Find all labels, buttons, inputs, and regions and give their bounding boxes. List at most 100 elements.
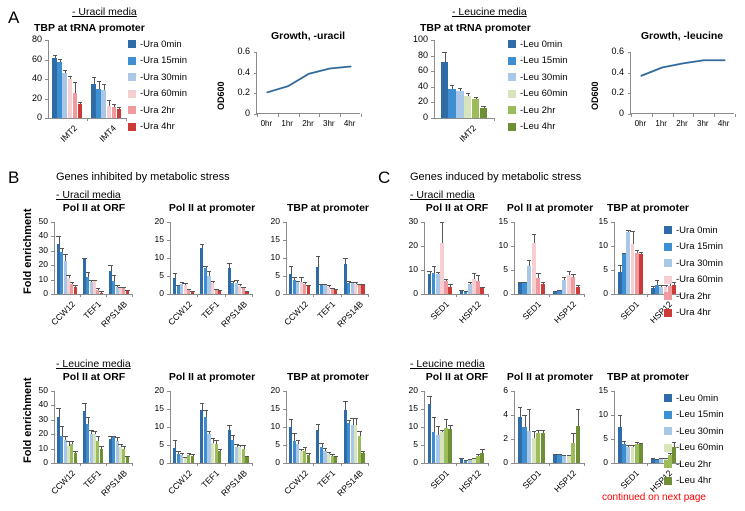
error-bar xyxy=(84,402,86,412)
y-axis-line xyxy=(424,391,425,463)
plot-area: 0 5 10 15 xyxy=(499,216,585,298)
y-tick-mark xyxy=(51,405,54,407)
bar xyxy=(187,455,191,463)
error-bar-cap xyxy=(207,430,212,432)
error-bar xyxy=(450,425,452,429)
error-bar-cap xyxy=(531,430,536,432)
error-bar xyxy=(542,430,544,433)
error-bar-cap xyxy=(288,419,293,421)
bar xyxy=(472,459,476,463)
bar xyxy=(93,281,96,294)
y-tick-mark xyxy=(628,52,631,53)
x-tick-mark xyxy=(224,463,226,466)
error-bar xyxy=(529,259,531,266)
error-bar xyxy=(58,408,60,417)
x-axis-line xyxy=(54,294,132,295)
error-bar-cap xyxy=(467,281,473,283)
error-bar xyxy=(101,445,103,449)
x-axis-line xyxy=(170,294,252,295)
chart-title: Pol II at ORF xyxy=(62,202,126,214)
y-tick-mark xyxy=(167,391,170,392)
error-bar xyxy=(359,431,361,436)
error-bar-cap xyxy=(654,279,660,281)
chart-b-leu-tbp-promoter: TBP at promoter 0 5 10 15 20 CCW12 TEF1 RPS14B xyxy=(258,371,376,509)
error-bar-cap xyxy=(95,288,101,290)
bar xyxy=(296,282,300,294)
x-tick-label: 3hr xyxy=(323,119,335,128)
error-bar xyxy=(205,409,207,417)
panel-b-uracil-media-label: - Uracil media xyxy=(56,189,121,201)
bar xyxy=(67,79,73,118)
error-bar-cap xyxy=(346,281,352,283)
error-bar-cap xyxy=(471,272,477,274)
error-bar-cap xyxy=(476,453,481,455)
error-bar-cap xyxy=(85,416,91,418)
bar xyxy=(472,278,476,294)
chart-title: TBP at promoter xyxy=(606,371,690,383)
error-bar-cap xyxy=(69,441,75,443)
y-tick-mark xyxy=(51,448,54,450)
legend-color-swatch xyxy=(664,443,672,452)
error-bar xyxy=(61,247,63,253)
y-tick-label: 0.6 xyxy=(237,46,250,56)
y-tick-label: 0 xyxy=(43,288,48,298)
bar xyxy=(203,268,208,294)
error-bar xyxy=(68,275,70,279)
error-bar-cap xyxy=(57,58,63,60)
bar xyxy=(99,448,103,463)
chart-title: Pol II at ORF xyxy=(425,371,489,383)
bar xyxy=(621,254,626,294)
legend-item: -Ura 30min xyxy=(664,255,723,272)
y-tick-label: 40 xyxy=(31,73,42,83)
y-axis-line xyxy=(514,391,515,463)
y-tick-label: 10 xyxy=(154,252,164,262)
error-bar-cap xyxy=(241,445,246,447)
chart-a-growth-uracil: Growth, -uracil 0 0.2 0.4 0.6 0hr 1hr 2hr 3hr 4hr… xyxy=(212,30,367,145)
legend-color-swatch xyxy=(128,106,136,115)
error-bar-cap xyxy=(89,429,94,431)
bar xyxy=(427,404,432,463)
bar xyxy=(526,430,532,463)
y-tick-label: 10 xyxy=(270,421,280,431)
bar xyxy=(292,441,296,463)
legend-item: -Ura 4hr xyxy=(128,119,187,136)
bar xyxy=(211,283,215,294)
chart-title: TBP at promoter xyxy=(606,202,690,214)
legend-item: -Leu 30min xyxy=(664,423,724,440)
y-tick-mark xyxy=(51,279,54,281)
error-bar-cap xyxy=(234,443,239,445)
error-bar-cap xyxy=(357,431,362,433)
error-bar xyxy=(619,415,621,428)
y-tick-label: 0 xyxy=(159,457,164,467)
chart-title: TBP at tRNA promoter xyxy=(34,22,145,34)
legend-item: -Leu 4hr xyxy=(664,473,724,490)
error-bar xyxy=(345,258,347,265)
error-bar-cap xyxy=(125,289,130,291)
error-bar xyxy=(188,453,190,456)
bar xyxy=(540,433,545,463)
error-bar xyxy=(233,435,234,440)
bar xyxy=(536,278,541,294)
y-tick-mark xyxy=(431,55,434,57)
x-tick-mark xyxy=(672,114,674,117)
y-tick-label: 0 xyxy=(36,112,42,122)
chart-c-ura-tbp-promoter: TBP at promoter 0 5 10 15 SED1 HSP12 xyxy=(590,202,690,337)
bar xyxy=(343,410,347,463)
y-tick-mark xyxy=(431,86,434,88)
error-bar-cap xyxy=(203,266,208,268)
y-tick-label: 0.4 xyxy=(611,66,624,77)
y-tick-label: 20 xyxy=(154,385,164,395)
error-bar-cap xyxy=(557,454,562,455)
error-bar-cap xyxy=(99,445,104,447)
y-tick-mark xyxy=(431,71,434,73)
bar xyxy=(108,438,112,463)
x-tick-mark xyxy=(80,463,81,466)
error-bar-cap xyxy=(62,70,68,72)
bar xyxy=(67,445,70,463)
error-bar-cap xyxy=(330,454,335,456)
legend-color-swatch xyxy=(664,259,672,268)
bar xyxy=(116,109,122,118)
bar xyxy=(203,416,208,463)
legend-label: -Ura 15min xyxy=(676,241,723,253)
bar xyxy=(190,456,194,463)
